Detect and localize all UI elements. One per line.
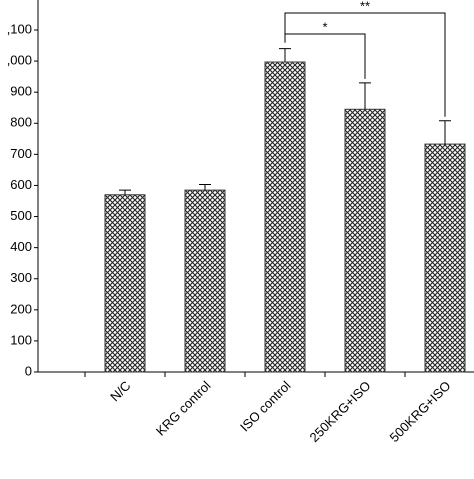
y-tick-label: ,000 bbox=[7, 53, 32, 68]
significance-label: * bbox=[322, 19, 327, 34]
bar bbox=[264, 61, 306, 373]
bar bbox=[104, 194, 146, 373]
x-tick-label: ISO control bbox=[237, 378, 294, 435]
error-bar bbox=[439, 120, 451, 145]
x-tick-label: 250KRG+ISO bbox=[306, 378, 373, 445]
error-bar bbox=[359, 82, 371, 110]
y-tick-label: 0 bbox=[25, 363, 32, 378]
y-tick-label: 600 bbox=[10, 177, 32, 192]
significance-bracket bbox=[284, 12, 446, 117]
y-tick-label: 300 bbox=[10, 270, 32, 285]
x-tick-label: KRG control bbox=[153, 378, 214, 439]
significance-label: ** bbox=[360, 0, 370, 13]
y-tick-label: 700 bbox=[10, 146, 32, 161]
error-bar bbox=[279, 48, 291, 63]
x-tick-label: N/C bbox=[107, 378, 133, 404]
bar bbox=[184, 189, 226, 373]
x-tick-label: 500KRG+ISO bbox=[386, 378, 453, 445]
y-tick-label: 900 bbox=[10, 84, 32, 99]
bar bbox=[424, 143, 466, 373]
error-bar bbox=[199, 184, 211, 191]
error-bar bbox=[119, 189, 131, 195]
y-tick-label: 400 bbox=[10, 239, 32, 254]
y-tick-label: 800 bbox=[10, 115, 32, 130]
y-tick-label: 100 bbox=[10, 332, 32, 347]
y-tick-label: 200 bbox=[10, 301, 32, 316]
y-tick-label: ,100 bbox=[7, 21, 32, 36]
y-tick-label: 500 bbox=[10, 208, 32, 223]
bar bbox=[344, 108, 386, 373]
